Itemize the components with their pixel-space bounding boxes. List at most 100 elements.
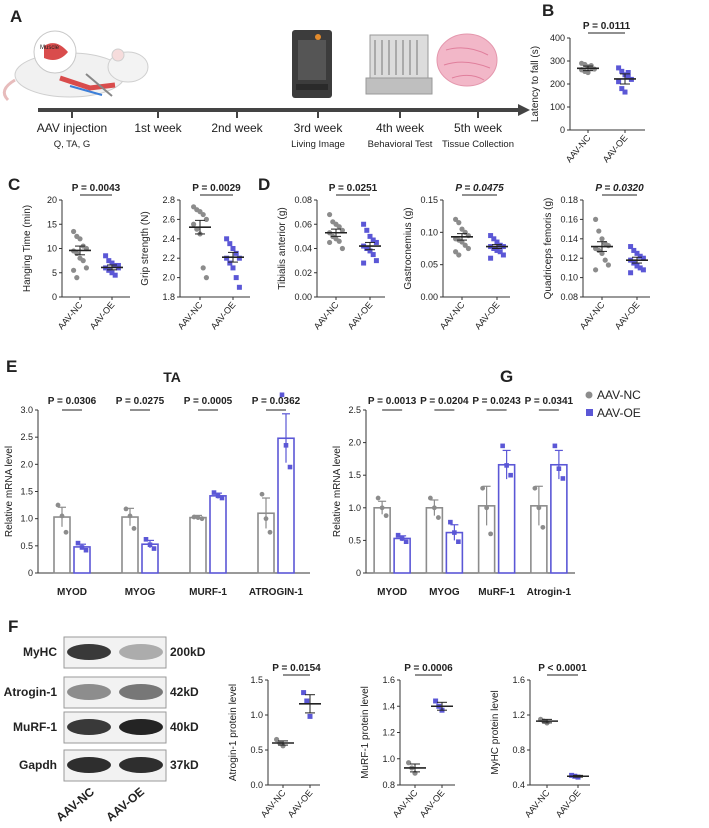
y-tick-label: 0.00 (294, 292, 312, 302)
data-point-oe (622, 89, 628, 95)
data-point-oe (488, 233, 494, 239)
y-axis-label: Hanging Time (min) (22, 205, 33, 292)
y-axis-label: MuRF-1 protein level (360, 686, 371, 779)
p-value-label: P = 0.0341 (525, 396, 574, 407)
data-point-oe (395, 532, 401, 538)
blot-band (119, 719, 163, 735)
p-value-label: P = 0.0320 (595, 183, 644, 194)
category-label: MYOG (429, 587, 460, 598)
x-tick-label: AAV-NC (312, 299, 341, 331)
y-tick-label: 1.5 (20, 487, 33, 497)
x-tick-label: AAV-OE (346, 300, 375, 332)
data-point-nc (336, 224, 342, 230)
data-point-oe (640, 255, 646, 261)
y-axis-label: MyHC protein level (490, 690, 501, 774)
data-point-nc (83, 265, 89, 271)
y-axis-label: Gastrocnemius (g) (403, 207, 414, 289)
y-tick-label: 1.5 (348, 470, 361, 480)
data-point-oe (115, 262, 121, 268)
data-point-oe (364, 246, 370, 251)
category-label: Atrogin-1 (527, 587, 572, 598)
data-point-oe (619, 68, 625, 74)
western-blot: MyHC 200kD Atrogin-1 42kD MuRF-1 40kD Gapdh 37k… (4, 636, 206, 824)
data-point-nc (602, 257, 608, 263)
y-tick-label: 2.5 (348, 405, 361, 415)
timeline-step-sublabel: Living Image (291, 139, 345, 150)
x-tick-label: AAV-NC (578, 299, 607, 331)
data-point-oe (640, 267, 646, 273)
data-point-oe (279, 392, 285, 398)
hanging-time-chart: 0 5 10 15 20 Hanging Time (min) AAV-NC AAV-OE P … (22, 183, 130, 331)
data-point-oe (219, 495, 225, 501)
y-tick-label: 100 (550, 102, 565, 112)
data-point-nc (599, 250, 605, 256)
blot-lane-label: AAV-NC (53, 784, 97, 824)
y-axis-label: Grip strength (N) (140, 211, 151, 285)
data-point-oe (233, 250, 239, 256)
y-tick-label: 2.4 (162, 234, 175, 244)
data-point-oe (106, 258, 112, 264)
data-point-nc (200, 265, 206, 271)
y-tick-label: 2.2 (162, 253, 175, 263)
blot-band (119, 644, 163, 660)
y-tick-label: 2.8 (162, 195, 175, 205)
y-tick-label: 0 (356, 568, 361, 578)
data-point-nc (465, 245, 471, 252)
data-point-oe (103, 253, 109, 259)
blot-band-label: Atrogin-1 (4, 685, 58, 699)
y-tick-label: 0.05 (420, 260, 438, 270)
timeline-panel: Muscle AAV injection Q, TA, G 1st week 2nd … (2, 30, 530, 150)
data-point-oe (494, 239, 500, 245)
data-point-oe (236, 255, 242, 261)
y-tick-label: 1.2 (512, 710, 525, 720)
g-mrna-chart: 0 0.5 1.0 1.5 2.0 2.5 Relative mRNA level MYOD P… (332, 396, 575, 598)
y-tick-label: 300 (550, 56, 565, 66)
data-point-oe (215, 493, 221, 499)
y-tick-label: 1.5 (250, 675, 263, 685)
data-point-oe (83, 547, 89, 553)
data-point-nc (280, 743, 286, 749)
data-point-oe (631, 247, 637, 253)
p-value-label: P = 0.0154 (272, 663, 321, 674)
data-point-oe (151, 546, 157, 551)
data-point-nc (327, 211, 333, 218)
data-point-oe (616, 79, 622, 85)
panel-label-c: C (8, 175, 20, 194)
data-point-oe (370, 252, 376, 258)
grip-test-device-icon (365, 34, 433, 95)
data-point-oe (497, 249, 503, 255)
panel-label-b: B (542, 1, 554, 20)
data-point-oe (500, 252, 506, 258)
panel-label-d: D (258, 175, 270, 194)
data-point-nc (191, 221, 197, 227)
gastrocnemius-chart: 0.00 0.05 0.10 0.15 Gastrocnemius (g) AAV-NC A… (403, 183, 510, 331)
y-tick-label: 5 (52, 268, 57, 278)
y-tick-label: 2.6 (162, 214, 175, 224)
y-tick-label: 0.8 (512, 745, 525, 755)
x-tick-label: AAV-NC (56, 299, 85, 331)
data-point-nc (456, 220, 462, 226)
data-point-oe (367, 233, 373, 239)
y-tick-label: 200 (550, 79, 565, 89)
panel-label-g: G (500, 367, 513, 386)
y-tick-label: 0 (52, 292, 57, 302)
data-point-nc (259, 491, 265, 497)
data-point-oe (619, 86, 625, 92)
x-tick-label: AAV-NC (438, 299, 467, 331)
bar (373, 506, 391, 574)
p-value-label: P = 0.0243 (472, 396, 521, 407)
data-point-nc (80, 258, 86, 264)
data-point-oe (373, 239, 379, 245)
y-tick-label: 0.15 (420, 195, 438, 205)
y-tick-label: 1.0 (348, 503, 361, 513)
data-point-nc (63, 529, 69, 535)
x-tick-label: AAV-NC (564, 132, 593, 164)
data-point-nc (427, 495, 433, 501)
y-tick-label: 15 (47, 219, 57, 229)
data-point-oe (625, 74, 631, 80)
p-value-label: P = 0.0204 (420, 396, 469, 407)
y-tick-label: 0 (560, 125, 565, 135)
data-point-oe (307, 713, 313, 719)
y-tick-label: 1.6 (512, 675, 525, 685)
y-tick-label: 0.10 (560, 273, 578, 283)
